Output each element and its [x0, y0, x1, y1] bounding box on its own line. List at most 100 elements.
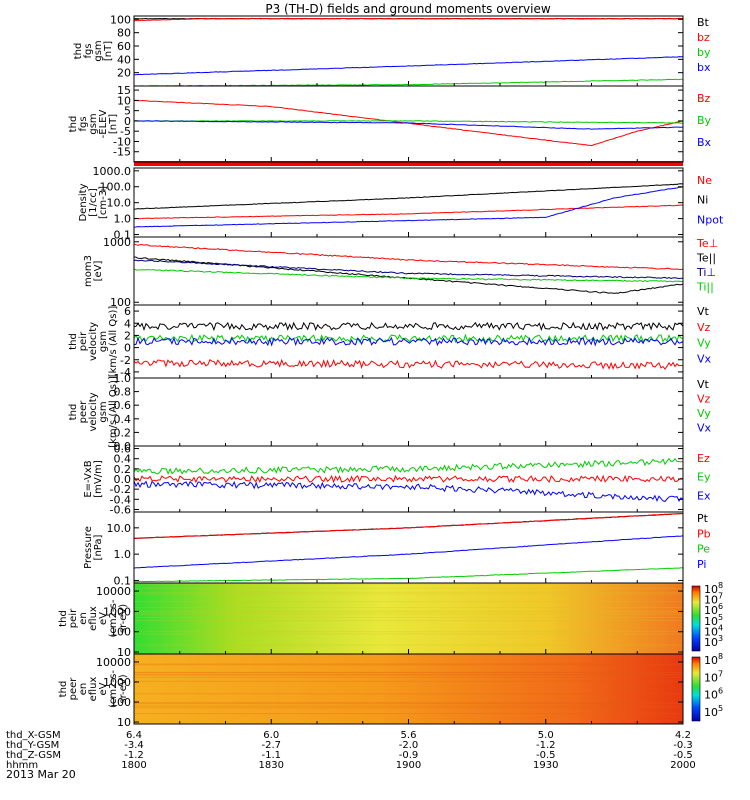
colorbar-tick-exponent: 4	[718, 623, 723, 632]
heatmap-texture	[134, 693, 683, 695]
legend-Vy: Vy	[697, 407, 711, 420]
y-axis-label: thdpeirvelocitygsm[km/s (All Qs)]	[68, 306, 119, 378]
y-tick-label: 10000	[96, 656, 131, 669]
footer-value: 1830	[259, 760, 284, 771]
y-axis-label-line: thd	[68, 116, 79, 133]
y-tick-label: 0.4	[114, 413, 132, 426]
y-axis-label-line: eV	[98, 612, 109, 625]
y-axis-label-line: thd	[73, 43, 84, 60]
footer-value: -1.1	[261, 750, 281, 761]
panel-3: Ne Ni Npot 1000.0 100.0 10.0 1.0 0.1 Density[1/c…	[78, 165, 724, 242]
y-tick-label: 0.1	[114, 229, 132, 242]
colorbar-tick-label: 108	[704, 652, 723, 667]
legend-Ex: Ex	[697, 489, 711, 502]
panel-8: Pt Pb Pe Pi 10.0 1.0 0.1 Pressure[nPa]	[83, 511, 711, 588]
y-axis-label: thdfgsgsm-ELEV[nT]	[68, 110, 119, 139]
y-tick-label: 0	[124, 115, 131, 128]
heatmap-texture	[134, 591, 683, 593]
footer-row-label: thd_X-GSM	[6, 730, 61, 741]
legend-Vt: Vt	[697, 378, 710, 391]
legend-by: by	[697, 46, 711, 59]
y-axis-label: thdpeerenefluxeV(cm2-s-sr-eV)	[58, 670, 129, 708]
heatmap-texture	[134, 593, 683, 595]
y-axis-label-line: eflux	[88, 606, 99, 631]
y-tick-label: 15	[117, 84, 131, 97]
legend-Ti||: Ti||	[696, 281, 714, 294]
y-tick-label: -0.6	[110, 504, 131, 517]
panel-frame	[133, 377, 684, 447]
y-tick-label: 80	[117, 27, 131, 40]
heatmap-texture	[134, 583, 683, 585]
series-line-Ex	[133, 480, 684, 503]
y-tick-label: 2	[124, 329, 131, 342]
y-tick-label: 100	[110, 13, 131, 26]
footer-value: 1800	[121, 760, 146, 771]
panel-5: VtVzVyVx6420-2-4thdpeirvelocitygsm[km/s …	[68, 304, 712, 379]
heatmap-texture	[134, 703, 683, 705]
y-tick-label: 0.0	[114, 473, 132, 486]
colorbar-tick-label: 103	[704, 634, 723, 649]
series-line-Pb	[133, 513, 684, 539]
panel-frame	[133, 15, 684, 87]
colorbar-tick-exponent: 3	[718, 634, 723, 643]
heatmap-texture	[134, 617, 683, 618]
legend-Vz: Vz	[697, 393, 711, 406]
legend-By: By	[697, 114, 712, 127]
series-line-bx	[133, 56, 684, 76]
heatmap-texture	[134, 611, 683, 613]
panel-10: 108 107 106 105 10000 1000 100 10 thdpeereneflux…	[58, 652, 723, 729]
y-tick-label: -10	[113, 136, 131, 149]
y-axis-label: mom3[eV]	[83, 255, 104, 287]
series-line-Vt	[133, 321, 684, 332]
legend-bx: bx	[697, 61, 711, 74]
y-tick-label: -15	[113, 146, 131, 159]
y-tick-label: 1.0	[114, 372, 132, 385]
footer-value: -0.5	[536, 750, 556, 761]
y-axis-label-line: thd	[68, 404, 79, 421]
heatmap-texture	[134, 620, 683, 622]
series-line-Te||	[133, 256, 684, 294]
panel-frame	[133, 167, 684, 238]
y-tick-label: 60	[117, 40, 131, 53]
legend-Bt: Bt	[697, 16, 710, 29]
y-axis-label-line: gsm	[98, 401, 109, 422]
y-axis-label-line: mom3	[83, 255, 94, 287]
y-tick-label: 0.6	[114, 443, 132, 456]
footer-value: -0.9	[399, 750, 419, 761]
y-tick-label: -0.2	[110, 483, 131, 496]
legend-Npot: Npot	[697, 213, 724, 226]
y-axis-label: thdpeirenefluxeV(cm2-s-sr-eV)	[58, 599, 129, 637]
colorbar	[691, 585, 701, 652]
series-line-Ez	[133, 474, 684, 484]
y-axis-label-line: -ELEV	[98, 110, 109, 139]
y-tick-label: 4	[124, 317, 131, 330]
figure-date: 2013 Mar 20	[6, 768, 76, 781]
series-line-Npot	[133, 186, 684, 228]
y-tick-label: 1.0	[114, 548, 132, 561]
y-tick-label: 1000	[103, 605, 131, 618]
y-tick-label: 100	[110, 696, 131, 709]
y-axis-label-line: eflux	[88, 677, 99, 702]
legend-Te⊥: Te⊥	[696, 237, 718, 250]
colorbar-tick-exponent: 6	[718, 687, 723, 696]
y-axis-label-line: gsm	[93, 40, 104, 61]
y-axis-label-line: Density	[78, 183, 89, 221]
y-tick-label: 10.0	[107, 522, 132, 535]
heatmap-texture	[134, 707, 683, 709]
y-tick-label: 10.0	[107, 197, 132, 210]
y-tick-label: 1000	[103, 676, 131, 689]
panel-frame	[133, 445, 684, 513]
heatmap-texture	[134, 613, 683, 615]
legend-bz: bz	[697, 31, 710, 44]
y-tick-label: 1.0	[114, 213, 132, 226]
series-line-Bx	[133, 120, 684, 130]
y-axis-label-line: [km/s (All Qs)]	[108, 306, 119, 378]
footer-value: -0.5	[673, 750, 693, 761]
y-axis-label: E=-VxB[mV/m]	[83, 460, 104, 498]
y-tick-label: 1000.0	[93, 165, 132, 178]
y-axis-label-line: thd	[58, 610, 69, 627]
series-line-Vx	[133, 336, 684, 347]
legend-Vx: Vx	[697, 422, 712, 435]
